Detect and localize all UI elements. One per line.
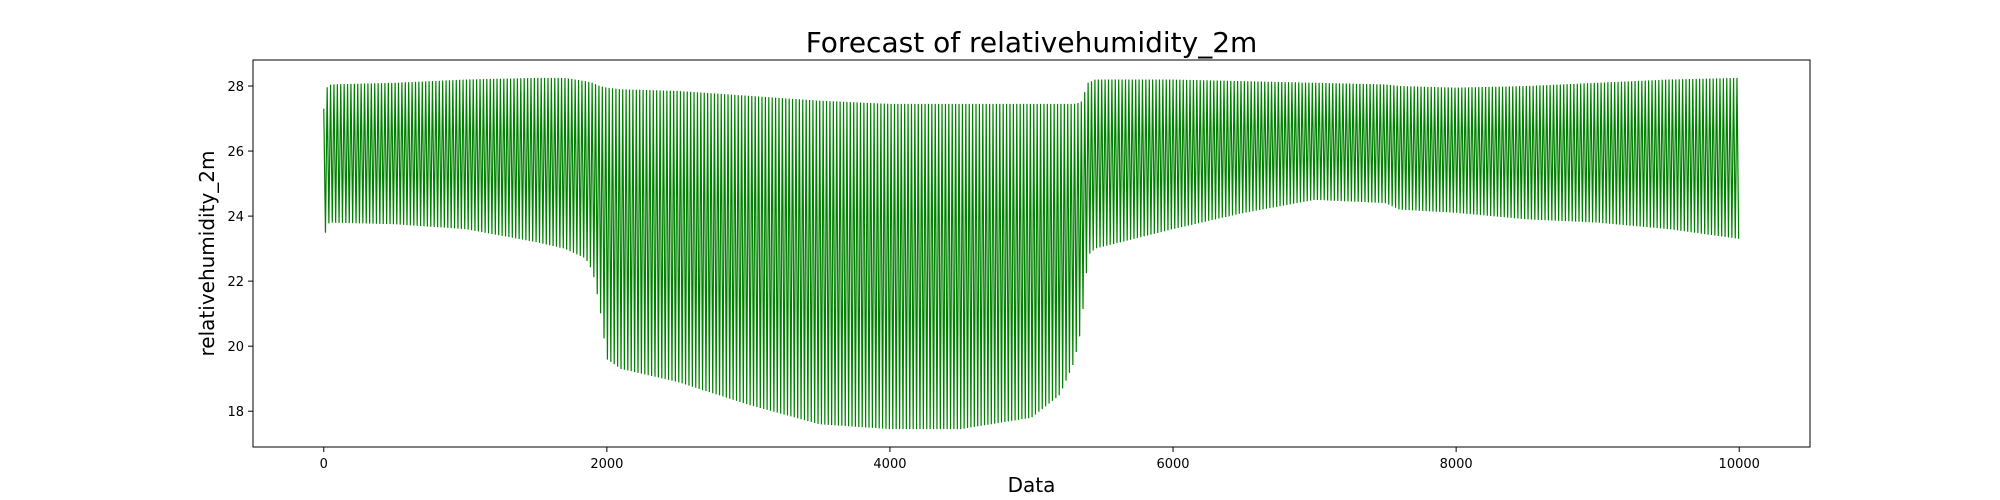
x-axis-title: Data <box>1008 473 1056 497</box>
x-tick-label: 8000 <box>1440 457 1473 472</box>
y-tick-label: 18 <box>227 405 244 420</box>
y-axis: 18 20 22 24 26 28 <box>227 80 253 420</box>
chart-title: Forecast of relativehumidity_2m <box>806 26 1258 59</box>
x-axis: 0 2000 4000 6000 8000 10000 <box>320 447 1760 472</box>
plot-frame <box>252 59 1811 448</box>
x-tick-label: 2000 <box>590 457 623 472</box>
y-tick-label: 28 <box>227 80 244 95</box>
x-tick-label: 6000 <box>1156 457 1189 472</box>
series-layer <box>323 77 1740 430</box>
y-tick-label: 20 <box>227 340 244 355</box>
x-tick-label: 0 <box>320 457 328 472</box>
y-tick-label: 26 <box>227 145 244 160</box>
series-line <box>323 77 1740 430</box>
y-tick-label: 24 <box>227 210 244 225</box>
x-tick-label: 10000 <box>1719 457 1760 472</box>
x-tick-label: 4000 <box>873 457 906 472</box>
y-tick-label: 22 <box>227 275 244 290</box>
y-axis-title: relativehumidity_2m <box>195 151 219 357</box>
